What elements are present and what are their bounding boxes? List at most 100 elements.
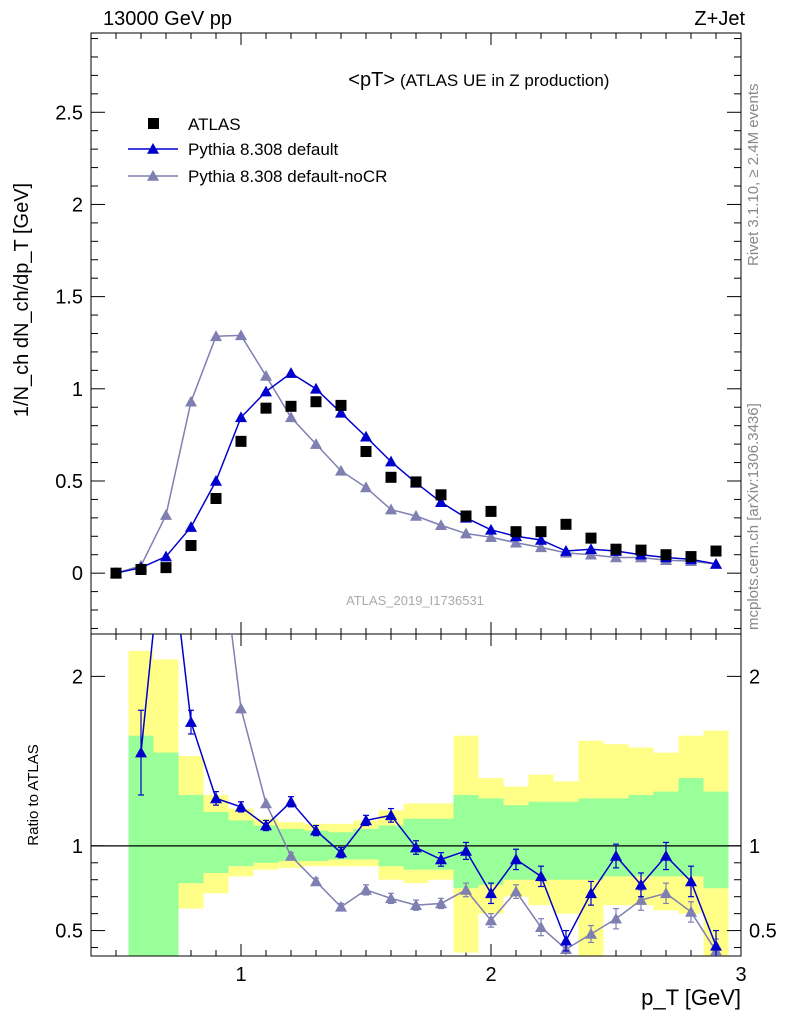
data-point	[310, 396, 322, 408]
series-point	[385, 455, 397, 467]
ratio-point	[310, 824, 322, 836]
y-axis-label: 1/N_ch dN_ch/dp_T [GeV]	[11, 183, 33, 417]
ratio-point	[185, 501, 197, 512]
series-point	[210, 474, 222, 486]
data-point	[585, 532, 597, 544]
data-point	[435, 489, 447, 501]
legend-marker	[147, 170, 159, 181]
ratio-point	[410, 899, 422, 910]
series-point	[185, 521, 197, 532]
ratio-point	[235, 702, 247, 714]
uncertainty-band-inner	[703, 791, 729, 889]
uncertainty-band-inner	[228, 820, 254, 867]
ratio-point	[585, 927, 597, 939]
series-point	[360, 430, 372, 442]
legend-entry: ATLAS	[188, 115, 241, 134]
series-point	[310, 438, 322, 449]
series-point	[560, 545, 572, 556]
ratio-point	[185, 716, 197, 727]
ratio-point	[210, 792, 222, 804]
data-point	[485, 505, 497, 517]
ratio-point	[710, 939, 722, 951]
x-axis-label: p_T [GeV]	[641, 985, 741, 1010]
uncertainty-band-inner	[553, 801, 579, 880]
series-point	[460, 527, 472, 539]
y-tick-label: 1	[72, 379, 83, 401]
ratio-point	[460, 844, 472, 856]
uncertainty-band-inner	[478, 798, 504, 885]
data-point	[560, 518, 572, 530]
series-point	[410, 510, 422, 521]
ratio-point	[285, 795, 297, 807]
legend-entry: Pythia 8.308 default	[188, 140, 339, 159]
series-point	[710, 557, 722, 569]
data-point	[160, 562, 172, 574]
legend-entry: Pythia 8.308 default-noCR	[188, 167, 387, 186]
ratio-point	[385, 892, 397, 904]
series-point	[235, 329, 247, 341]
data-point	[685, 551, 697, 563]
series-point	[185, 395, 197, 407]
ratio-point	[635, 878, 647, 890]
ratio-series-group	[135, 501, 722, 956]
uncertainty-band-inner	[628, 795, 654, 877]
rivet-version-label: Rivet 3.1.10, ≥ 2.4M events	[745, 83, 762, 267]
ratio-point	[510, 853, 522, 865]
data-point	[135, 563, 147, 575]
chart-subtitle: (ATLAS UE in Z production)	[400, 71, 609, 90]
ratio-point	[635, 894, 647, 905]
ratio-point	[685, 905, 697, 917]
ratio-y-tick-label-right: 2	[749, 666, 760, 688]
data-point	[335, 399, 347, 411]
ratio-point	[285, 850, 297, 861]
analysis-id-label: ATLAS_2019_I1736531	[346, 593, 484, 608]
data-point	[660, 549, 672, 561]
series-point	[585, 548, 597, 560]
ratio-point	[585, 887, 597, 899]
series-point	[435, 496, 447, 507]
y-tick-label: 2.5	[55, 102, 83, 124]
series-point	[535, 533, 547, 545]
y-tick-label: 2	[72, 194, 83, 216]
ratio-y-tick-label: 1	[72, 836, 83, 858]
ratio-point	[310, 875, 322, 887]
series-point	[535, 541, 547, 553]
legend-marker	[147, 143, 159, 154]
series-point	[160, 550, 172, 562]
ratio-point	[560, 934, 572, 946]
series-point	[360, 481, 372, 493]
data-point	[610, 543, 622, 555]
series-point	[210, 330, 222, 342]
series-point	[385, 503, 397, 515]
uncertainty-band-inner	[353, 828, 379, 860]
data-point	[535, 526, 547, 538]
ratio-plot-frame	[90, 633, 742, 957]
uncertainty-band-inner	[453, 795, 479, 889]
data-point	[285, 400, 297, 412]
ratio-point	[460, 883, 472, 895]
ratio-point	[610, 850, 622, 861]
series-line	[115, 372, 717, 574]
ratio-point	[610, 912, 622, 924]
ratio-point	[435, 853, 447, 865]
mcplots-source-label: mcplots.cern.ch [arXiv:1306.3436]	[745, 403, 762, 630]
chart-title: <pT>	[348, 69, 395, 91]
uncertainty-band-inner	[203, 811, 229, 873]
ratio-series-line	[231, 634, 717, 952]
ratio-point	[335, 846, 347, 858]
data-point	[185, 540, 197, 552]
ratio-series-line	[140, 634, 717, 947]
ratio-point	[535, 921, 547, 932]
ratio-point	[335, 900, 347, 912]
y-tick-label: 0	[72, 563, 83, 585]
series-point	[260, 385, 272, 397]
data-point	[410, 476, 422, 488]
ratio-y-tick-label: 0.5	[55, 921, 83, 943]
data-point	[635, 544, 647, 556]
ratio-point	[135, 501, 147, 512]
ratio-point	[235, 800, 247, 812]
series-point	[235, 411, 247, 423]
ratio-point	[385, 809, 397, 821]
data-point	[360, 445, 372, 457]
